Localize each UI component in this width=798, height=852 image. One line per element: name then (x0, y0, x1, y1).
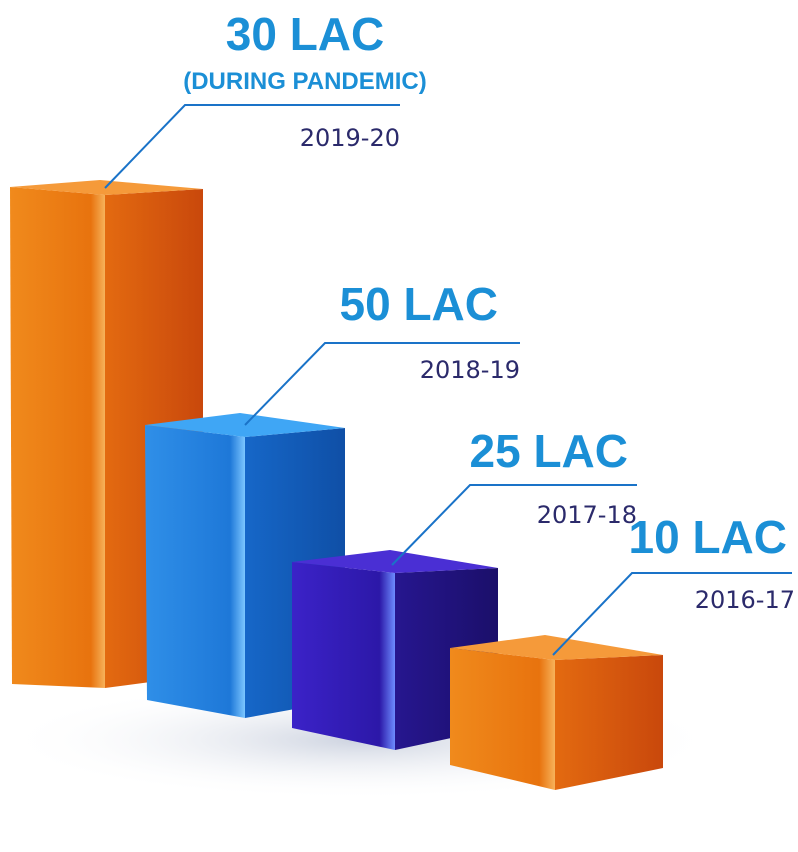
period: 2018-19 (420, 356, 520, 384)
amount: 25 LAC (470, 425, 628, 477)
leader-lines (104, 104, 792, 656)
amount: 10 LAC (629, 511, 787, 563)
period: 2019-20 (300, 124, 400, 152)
note: (DURING PANDEMIC) (183, 68, 427, 95)
bar-4 (450, 635, 663, 790)
period: 2016-17 (695, 586, 795, 614)
amount: 50 LAC (340, 278, 498, 330)
amount: 30 LAC (226, 8, 384, 60)
period: 2017-18 (537, 501, 637, 529)
